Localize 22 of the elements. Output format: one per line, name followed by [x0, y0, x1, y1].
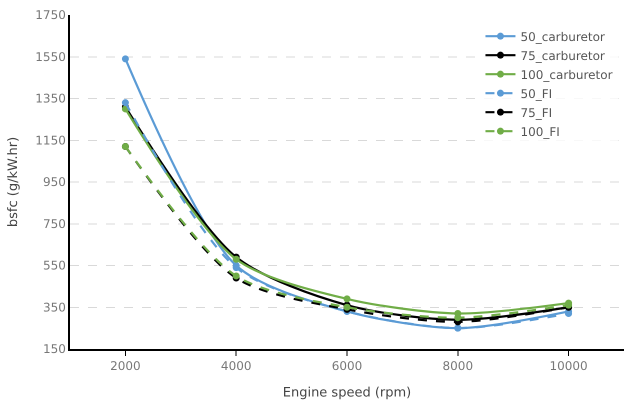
- y-axis-title: bsfc (g/kW.hr): [6, 136, 21, 228]
- y-tick-label: 1150: [35, 133, 66, 148]
- y-tick-label: 950: [42, 175, 66, 190]
- legend-label: 100_carburetor: [520, 68, 613, 82]
- x-tick-label: 4000: [220, 359, 252, 374]
- legend-label: 50_FI: [520, 86, 552, 101]
- y-tick-label: 350: [42, 300, 66, 314]
- x-tick-label: 6000: [332, 359, 362, 374]
- x-tick-label: 2000: [110, 359, 141, 374]
- y-tick-label: 550: [42, 258, 66, 273]
- y-tick-label: 750: [42, 216, 66, 231]
- legend-label: 50_carburetor: [520, 30, 605, 44]
- y-tick-label: 1550: [35, 50, 66, 64]
- y-tick-label: 1350: [35, 92, 66, 106]
- x-tick-label: 8000: [442, 359, 474, 374]
- y-tick-label: 150: [42, 342, 66, 356]
- legend-label: 75_FI: [520, 106, 552, 120]
- y-tick-label: 1750: [35, 8, 66, 22]
- x-tick-label: 10000: [550, 359, 588, 374]
- legend-label: 75_carburetor: [520, 48, 605, 63]
- legend-label: 100_FI: [520, 124, 560, 139]
- x-axis-title: Engine speed (rpm): [282, 385, 412, 400]
